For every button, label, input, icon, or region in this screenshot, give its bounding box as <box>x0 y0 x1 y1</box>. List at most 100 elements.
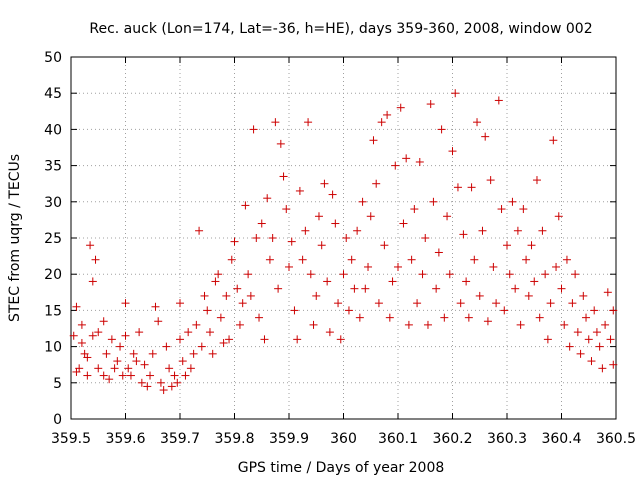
data-point <box>268 234 277 242</box>
data-point <box>173 378 182 387</box>
data-point <box>118 371 127 380</box>
data-point <box>298 255 307 264</box>
x-tick-label: 360.5 <box>596 431 636 447</box>
data-point <box>105 375 114 384</box>
data-point <box>513 226 522 235</box>
y-tick-label: 5 <box>53 376 62 392</box>
data-point <box>312 291 321 300</box>
data-point <box>176 335 184 344</box>
data-point <box>159 386 168 395</box>
data-point <box>527 241 536 250</box>
data-point <box>421 234 430 242</box>
data-point <box>440 313 449 322</box>
data-point <box>481 132 490 141</box>
data-point <box>99 317 108 326</box>
data-point <box>543 335 552 344</box>
data-point <box>385 313 394 322</box>
data-point <box>603 288 612 297</box>
data-point <box>576 349 585 358</box>
data-point <box>443 212 452 221</box>
data-point <box>347 255 356 264</box>
data-point <box>609 360 618 369</box>
x-axis-label: GPS time / Days of year 2008 <box>238 460 445 476</box>
data-point <box>219 338 228 347</box>
data-point <box>492 299 501 308</box>
data-point <box>192 320 201 329</box>
gridlines <box>71 57 616 419</box>
data-point <box>456 299 465 308</box>
data-point <box>336 335 345 344</box>
data-point <box>530 277 539 286</box>
data-point <box>331 219 340 228</box>
data-point <box>304 118 313 127</box>
data-point <box>606 335 615 344</box>
chart-title: Rec. auck (Lon=174, Lat=-36, h=HE), days… <box>89 21 592 37</box>
data-point <box>489 262 498 271</box>
data-point <box>434 248 443 257</box>
data-point <box>314 212 323 221</box>
data-point <box>342 234 351 242</box>
x-tick-label: 359.9 <box>269 431 309 447</box>
x-tick-label: 360 <box>330 431 357 447</box>
data-point <box>355 313 364 322</box>
data-point <box>124 364 133 373</box>
data-point <box>203 306 212 315</box>
y-tick-label: 40 <box>44 122 62 138</box>
y-axis-label: STEC from uqrg / TECUs <box>7 154 23 322</box>
data-point <box>86 241 95 250</box>
data-point <box>274 284 283 293</box>
data-point <box>227 255 236 264</box>
data-point <box>211 277 220 286</box>
data-point <box>383 110 392 119</box>
data-point <box>88 331 97 340</box>
data-point <box>399 219 408 228</box>
data-point <box>148 349 157 358</box>
data-point <box>546 299 555 308</box>
data-point <box>167 382 176 391</box>
data-point <box>83 371 92 380</box>
data-point <box>391 161 400 170</box>
data-point <box>116 342 125 351</box>
data-point <box>181 371 190 380</box>
data-point <box>497 205 506 214</box>
data-point <box>135 328 144 337</box>
data-point <box>475 291 484 300</box>
data-point <box>72 302 81 311</box>
data-point <box>257 219 266 228</box>
data-point <box>554 212 563 221</box>
data-point <box>538 226 547 235</box>
data-point <box>140 360 149 369</box>
data-point <box>339 270 348 279</box>
data-point <box>478 226 487 235</box>
y-tick-label: 35 <box>44 159 62 175</box>
x-tick-label: 360.2 <box>432 431 472 447</box>
data-point <box>252 234 261 242</box>
data-point <box>121 331 130 340</box>
data-point <box>165 364 174 373</box>
data-point <box>519 205 528 214</box>
data-point <box>110 364 119 373</box>
data-point <box>394 262 402 271</box>
data-point <box>601 320 610 329</box>
data-point <box>388 277 397 286</box>
x-tick-label: 359.8 <box>214 431 254 447</box>
data-point <box>246 291 255 300</box>
y-tick-label: 10 <box>44 340 62 356</box>
y-tick-label: 0 <box>53 412 62 428</box>
data-point <box>91 255 100 264</box>
y-tick-label: 20 <box>44 267 62 283</box>
data-point <box>317 241 326 250</box>
data-point <box>235 320 244 329</box>
data-point <box>146 371 155 380</box>
data-point <box>320 179 329 188</box>
x-tick-label: 359.7 <box>160 431 200 447</box>
data-point <box>503 241 511 250</box>
data-point <box>200 291 209 300</box>
data-point <box>464 313 473 322</box>
y-tick-label: 15 <box>44 303 62 319</box>
data-point <box>94 328 103 337</box>
data-point <box>473 118 482 127</box>
data-point <box>451 89 460 98</box>
data-point <box>282 205 291 214</box>
